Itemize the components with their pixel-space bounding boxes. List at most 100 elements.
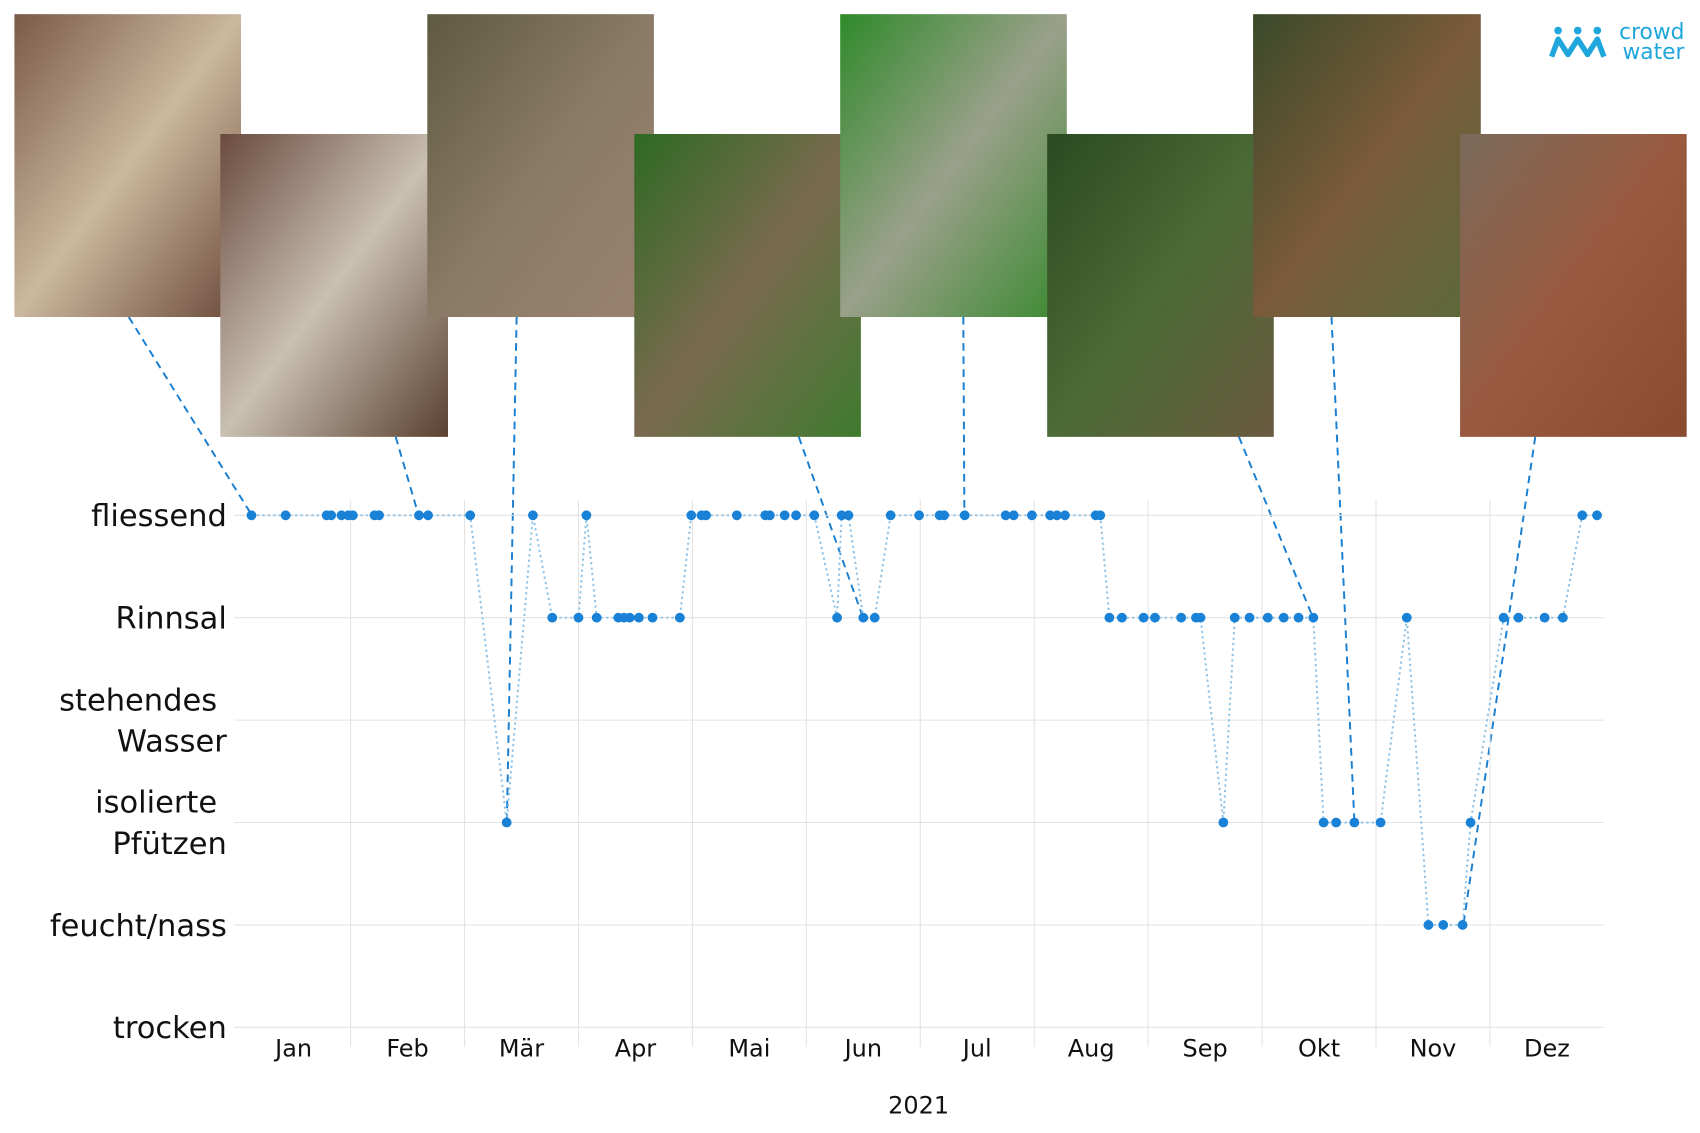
data-point — [246, 510, 257, 521]
data-point — [1513, 612, 1524, 623]
data-point — [1457, 920, 1468, 930]
data-point — [647, 612, 658, 623]
logo-dot — [1593, 26, 1602, 35]
data-point — [1176, 612, 1187, 623]
data-point — [1138, 612, 1149, 623]
logo-text: crowd — [1619, 20, 1684, 45]
data-point — [1498, 612, 1509, 623]
data-point — [1195, 612, 1206, 623]
connector — [962, 317, 966, 516]
data-point — [1331, 817, 1342, 828]
data-point — [858, 612, 869, 623]
data-point — [686, 510, 697, 521]
logo-dot — [1573, 26, 1582, 35]
data-point — [547, 612, 558, 623]
data-point — [791, 510, 801, 521]
data-point — [731, 510, 742, 521]
data-point — [1008, 510, 1019, 521]
photo — [427, 14, 654, 318]
x-tick-label: Mär — [499, 1035, 544, 1063]
data-point — [336, 510, 347, 521]
data-point — [1218, 817, 1229, 828]
data-point — [347, 510, 358, 521]
data-point — [1117, 612, 1127, 623]
data-point — [1465, 817, 1476, 828]
grid — [234, 500, 1604, 1047]
data-point — [1095, 510, 1106, 521]
data-point — [581, 510, 592, 521]
data-point — [527, 510, 538, 521]
data-point — [1539, 612, 1550, 623]
data-point — [869, 612, 880, 623]
data-point — [939, 510, 950, 521]
connectors — [127, 316, 1537, 926]
photos — [14, 14, 1687, 437]
data-point — [809, 510, 820, 521]
x-axis-label: 2021 — [888, 1091, 949, 1119]
data-point — [573, 612, 584, 623]
data-point — [1244, 612, 1255, 623]
data-point — [1027, 510, 1037, 521]
logo-text: water — [1622, 40, 1684, 65]
data-point — [1401, 612, 1412, 623]
y-tick-label: fliessend — [91, 499, 227, 534]
data-point — [1423, 920, 1434, 930]
x-tick-label: Okt — [1298, 1035, 1340, 1063]
data-point — [633, 612, 644, 623]
data-point — [1308, 612, 1319, 623]
photo — [220, 133, 449, 437]
data-point — [591, 612, 602, 623]
data-point — [1577, 510, 1588, 521]
y-tick-label: feucht/nass — [50, 909, 227, 944]
logo-wave — [1549, 36, 1607, 58]
data-point — [501, 817, 512, 828]
data-point — [326, 510, 337, 521]
data-point — [701, 510, 711, 521]
data-point — [832, 612, 842, 623]
data-point — [914, 510, 925, 521]
photo — [634, 133, 861, 437]
data-point — [1060, 510, 1070, 521]
x-tick-label: Nov — [1410, 1035, 1457, 1063]
data-point — [1104, 612, 1115, 623]
y-tick-label: Rinnsal — [115, 602, 226, 637]
x-tick-label: Apr — [615, 1035, 657, 1063]
data-point — [1592, 510, 1602, 521]
data-point — [414, 510, 424, 521]
x-tick-label: Aug — [1068, 1035, 1115, 1063]
photo — [14, 14, 242, 318]
data-point — [1278, 612, 1289, 623]
data-point — [423, 510, 433, 521]
photo — [1047, 133, 1274, 437]
data-point — [836, 510, 847, 521]
data-point — [1349, 817, 1360, 828]
x-tick-label: Dez — [1524, 1035, 1570, 1063]
data-point — [779, 510, 790, 521]
connector — [505, 317, 518, 823]
data-point — [1293, 612, 1304, 623]
data-point — [1438, 920, 1449, 930]
data-point — [1045, 510, 1056, 521]
connector — [394, 436, 420, 516]
data-point — [885, 510, 896, 521]
data-point — [1262, 612, 1273, 623]
data-point — [959, 510, 970, 521]
x-tick-label: Feb — [386, 1035, 428, 1063]
photo — [1253, 14, 1481, 318]
x-tick-label: Jan — [273, 1035, 312, 1063]
data-point — [624, 612, 635, 623]
logo: crowd water — [1549, 20, 1685, 65]
data-point — [374, 510, 384, 521]
data-point — [1052, 510, 1062, 521]
connector — [1238, 436, 1314, 619]
data-point — [1557, 612, 1568, 623]
data-point — [674, 612, 685, 623]
data-point — [1000, 510, 1011, 521]
photo — [840, 14, 1067, 318]
data-point — [1150, 612, 1160, 623]
data-point — [280, 510, 291, 521]
data-point — [1318, 817, 1329, 828]
x-tick-label: Jul — [961, 1035, 992, 1063]
data-point — [764, 510, 775, 521]
